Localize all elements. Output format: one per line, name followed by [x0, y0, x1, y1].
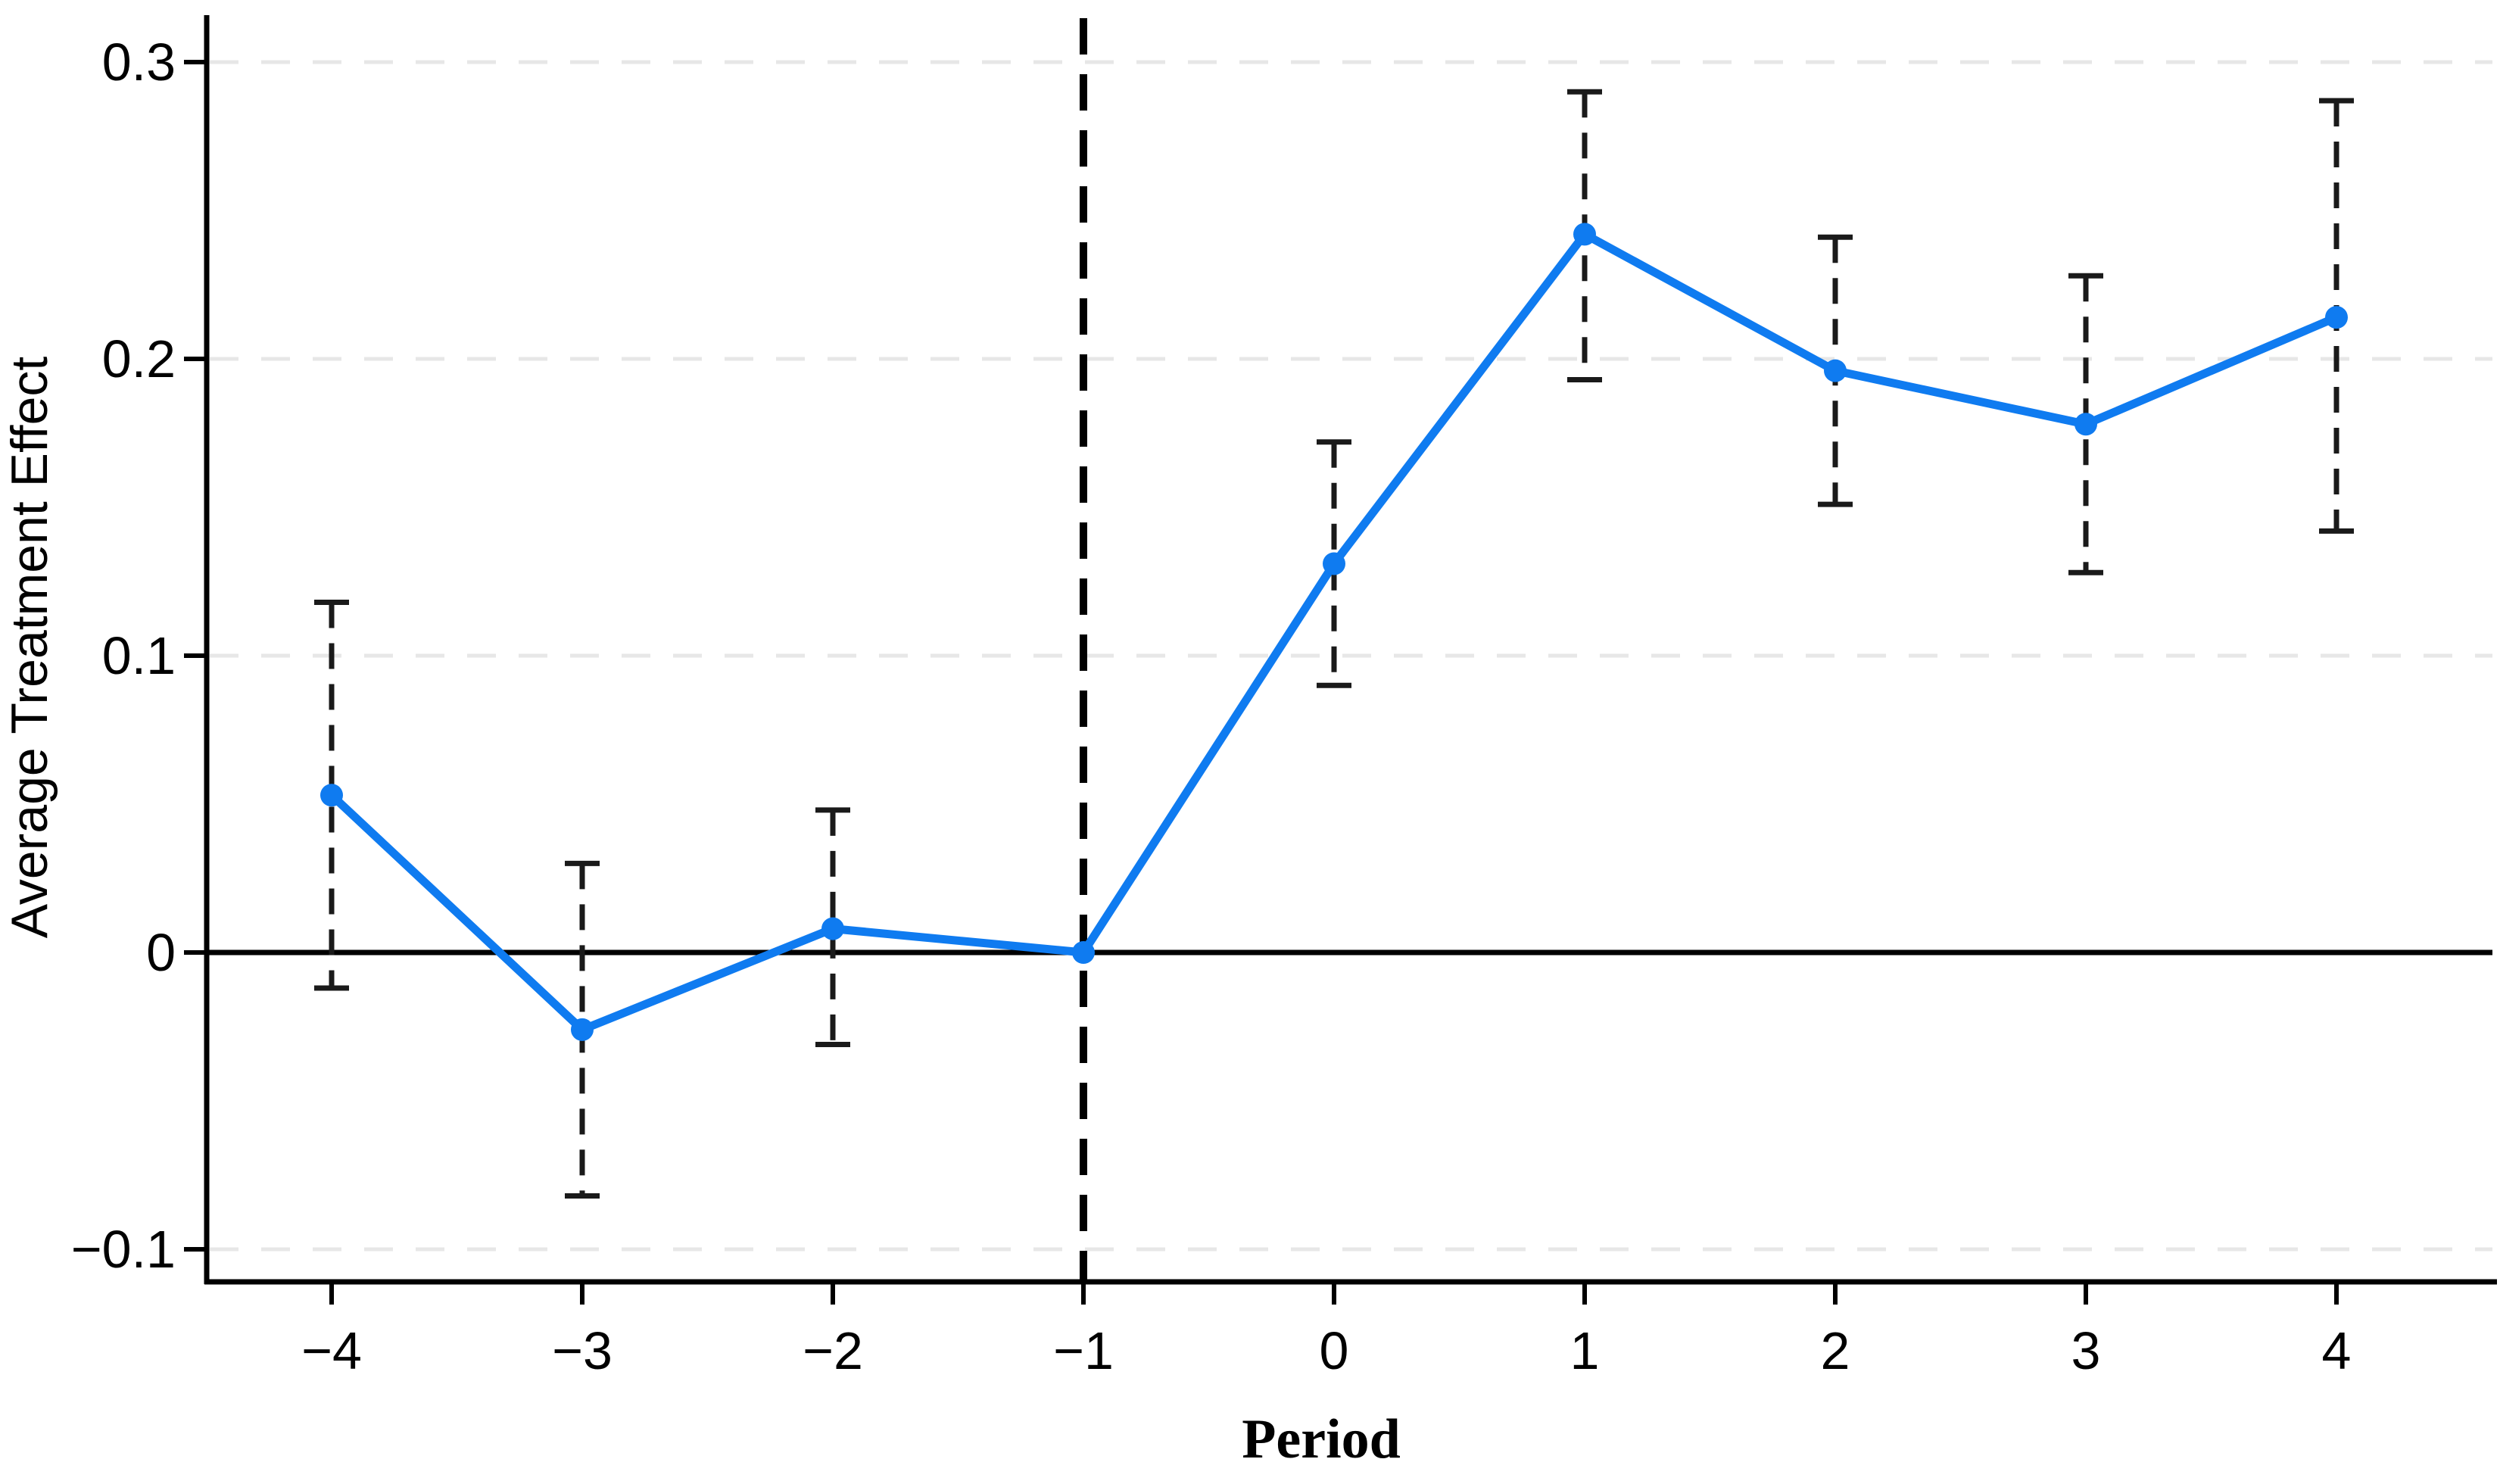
x-tick-label: −4 [301, 1321, 362, 1380]
x-tick-label: −1 [1053, 1321, 1114, 1380]
y-tick-label: 0 [146, 923, 176, 982]
data-point-marker [320, 784, 343, 807]
x-tick-label: 1 [1570, 1321, 1600, 1380]
data-point-marker [1072, 941, 1095, 964]
y-axis-tick-labels: −0.1 0 0.1 0.2 0.3 [71, 33, 176, 1279]
data-point-marker [1824, 359, 1847, 382]
x-axis-title: Period [1242, 1408, 1401, 1470]
axes [204, 15, 2497, 1285]
y-tick-label: 0.3 [102, 33, 176, 92]
x-tick-label: 3 [2071, 1321, 2101, 1380]
y-tick-label: 0.1 [102, 626, 176, 685]
y-axis-ticks [184, 60, 207, 1252]
data-point-marker [821, 917, 844, 940]
data-point-marker [2325, 306, 2348, 329]
y-tick-label: 0.2 [102, 329, 176, 388]
ate-data-points [320, 223, 2348, 1041]
x-tick-label: −2 [803, 1321, 863, 1380]
y-axis-title: Average Treatment Effect [1, 357, 58, 939]
data-point-marker [571, 1018, 594, 1041]
data-point-marker [2075, 413, 2097, 436]
x-tick-label: 0 [1320, 1321, 1349, 1380]
y-tick-label: −0.1 [71, 1220, 176, 1279]
x-tick-label: 4 [2322, 1321, 2352, 1380]
data-point-marker [1323, 552, 1345, 575]
data-point-marker [1573, 223, 1596, 246]
x-axis-tick-labels: −4 −3 −2 −1 0 1 2 3 4 [301, 1321, 2351, 1380]
gridlines [210, 60, 2492, 1252]
x-tick-label: 2 [1821, 1321, 1850, 1380]
x-axis-ticks [329, 1282, 2339, 1305]
x-tick-label: −3 [552, 1321, 613, 1380]
